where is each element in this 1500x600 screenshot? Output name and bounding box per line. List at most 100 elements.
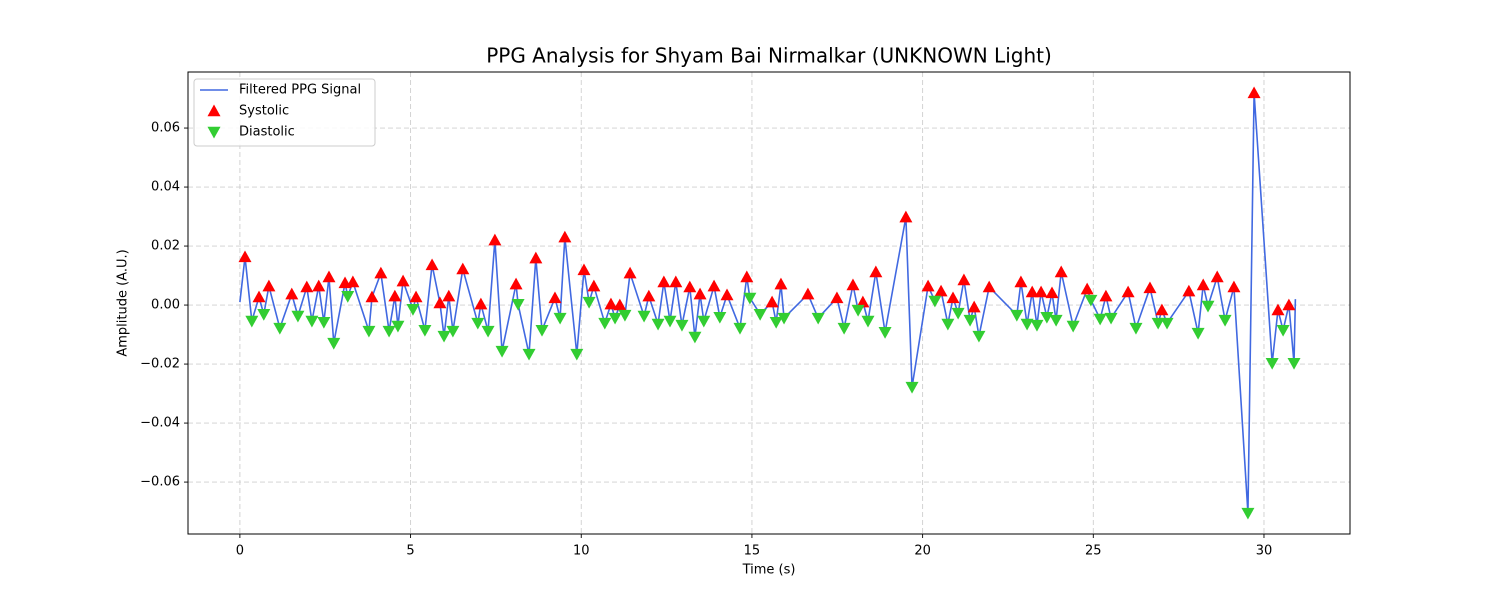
- peak-marker: [285, 287, 299, 300]
- peak-marker: [252, 290, 266, 303]
- legend-box: [193, 78, 376, 147]
- peak-marker: [382, 325, 396, 338]
- peak-marker: [946, 291, 960, 304]
- peak-marker: [327, 337, 341, 350]
- peak-marker: [1093, 313, 1107, 326]
- peak-marker: [1034, 285, 1048, 298]
- peak-marker: [1129, 322, 1143, 335]
- peak-marker: [637, 310, 651, 323]
- peak-marker: [495, 345, 509, 358]
- peak-marker: [257, 309, 271, 321]
- legend-swatch: [207, 104, 221, 117]
- peak-marker: [598, 317, 612, 330]
- peak-marker: [608, 312, 622, 325]
- peak-marker: [388, 289, 402, 302]
- peak-marker: [777, 312, 791, 325]
- signal-line: [239, 92, 1297, 514]
- peak-marker: [374, 266, 388, 279]
- peak-marker: [522, 348, 536, 361]
- peak-marker: [951, 307, 965, 320]
- peak-marker: [558, 230, 572, 243]
- x-tick-label: 10: [573, 544, 590, 559]
- peak-marker: [582, 296, 596, 309]
- peak-marker: [1084, 294, 1098, 307]
- peak-marker: [801, 287, 815, 300]
- peak-marker: [238, 250, 252, 263]
- peak-marker: [1025, 285, 1039, 298]
- peak-marker: [663, 315, 677, 328]
- x-tick-label: 5: [406, 544, 414, 559]
- peak-marker: [740, 270, 754, 283]
- peak-marker: [651, 318, 665, 331]
- peak-marker: [618, 309, 632, 322]
- peak-marker: [688, 331, 702, 344]
- legend-label: Diastolic: [239, 125, 295, 140]
- legend-swatch: [207, 126, 221, 139]
- peak-marker: [905, 381, 919, 394]
- peak-marker: [409, 290, 423, 303]
- peak-marker: [1227, 280, 1241, 293]
- peak-marker: [899, 210, 913, 223]
- peak-marker: [921, 279, 935, 292]
- x-tick-label: 0: [236, 544, 244, 559]
- peak-marker: [1218, 314, 1232, 327]
- peak-marker: [1045, 286, 1059, 299]
- peak-marker: [262, 279, 276, 292]
- peak-marker: [1247, 86, 1261, 99]
- peak-marker: [406, 303, 420, 316]
- axes-frame: [187, 71, 1351, 535]
- peak-marker: [1210, 270, 1224, 283]
- peak-marker: [1049, 314, 1063, 327]
- peak-marker: [957, 273, 971, 286]
- y-tick-label: −0.04: [140, 416, 180, 431]
- peak-marker: [529, 251, 543, 264]
- peak-marker: [456, 262, 470, 275]
- peak-marker: [1121, 285, 1135, 298]
- peak-marker: [570, 348, 584, 361]
- peak-marker: [509, 277, 523, 290]
- y-tick-label: 0.00: [151, 298, 180, 313]
- peak-marker: [697, 315, 711, 328]
- peak-marker: [963, 314, 977, 327]
- peak-marker: [273, 322, 287, 335]
- peak-marker: [1191, 327, 1205, 340]
- peak-marker: [1271, 303, 1285, 316]
- peak-marker: [851, 304, 865, 317]
- peak-marker: [442, 289, 456, 302]
- peak-marker: [713, 311, 727, 324]
- peak-marker: [856, 295, 870, 308]
- peak-marker: [1080, 282, 1094, 295]
- y-tick-label: −0.06: [140, 475, 180, 490]
- peak-marker: [693, 287, 707, 300]
- peak-marker: [1054, 265, 1068, 278]
- peak-marker: [446, 325, 460, 338]
- legend-label: Filtered PPG Signal: [239, 83, 361, 98]
- peak-marker: [613, 298, 627, 311]
- peak-marker: [878, 327, 892, 339]
- peak-marker: [437, 330, 451, 343]
- peak-marker: [669, 275, 683, 288]
- peak-marker: [1030, 319, 1044, 332]
- grid: [188, 72, 1350, 534]
- peak-marker: [291, 310, 305, 323]
- peak-marker: [548, 291, 562, 304]
- x-tick-label: 15: [744, 544, 761, 559]
- peak-marker: [346, 275, 360, 288]
- peak-marker: [1151, 317, 1165, 330]
- peak-marker: [1287, 357, 1301, 370]
- peak-marker: [1020, 318, 1034, 331]
- peak-marker: [683, 280, 697, 293]
- peak-marker: [972, 330, 986, 343]
- peak-marker: [1265, 357, 1279, 370]
- peak-marker: [623, 266, 637, 279]
- peak-marker: [869, 265, 883, 278]
- y-tick-label: 0.06: [151, 121, 180, 136]
- peak-marker: [317, 316, 331, 329]
- peak-marker: [312, 279, 326, 292]
- peak-marker: [1104, 312, 1118, 325]
- peak-marker: [1040, 311, 1054, 324]
- peak-marker: [1241, 507, 1255, 520]
- peak-marker: [642, 289, 656, 302]
- peak-marker: [811, 312, 825, 325]
- peak-marker: [535, 324, 549, 337]
